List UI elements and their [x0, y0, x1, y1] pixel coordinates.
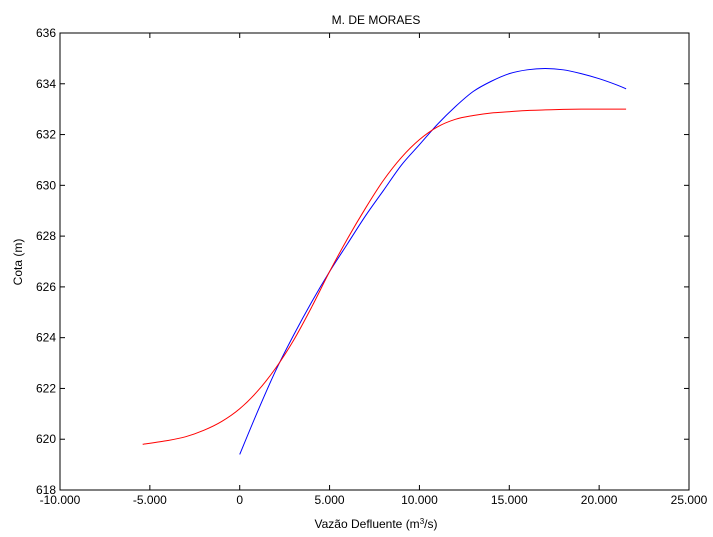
x-tick-label: 20.000 [581, 493, 618, 507]
series-line-2 [142, 108, 627, 445]
x-tick-label: 15.000 [491, 493, 528, 507]
ticks-layer: -10.000 -5.000 0 5.000 10.000 15.000 20.000 25.… [36, 26, 708, 507]
y-tick-label: 622 [36, 381, 56, 395]
plot-area [59, 32, 690, 491]
x-tick-label: -10.000 [40, 493, 81, 507]
chart-title: M. DE MORAES [332, 13, 421, 27]
series-line-1 [239, 68, 627, 455]
y-tick-label: 634 [36, 77, 56, 91]
x-tick-label: -5.000 [133, 493, 167, 507]
x-tick-label: 10.000 [401, 493, 438, 507]
y-tick-label: 630 [36, 178, 56, 192]
axes-frame [59, 32, 690, 491]
y-tick-label: 628 [36, 229, 56, 243]
y-tick-label: 636 [36, 26, 56, 40]
y-tick-label: 624 [36, 331, 56, 345]
y-tick-label: 620 [36, 432, 56, 446]
x-tick-label: 25.000 [671, 493, 708, 507]
series-layer [142, 68, 627, 455]
y-tick-label: 632 [36, 128, 56, 142]
x-tick-label: 5.000 [315, 493, 345, 507]
y-tick-label: 618 [36, 483, 56, 497]
y-axis-label: Cota (m) [11, 239, 25, 286]
y-tick-label: 626 [36, 280, 56, 294]
x-axis-label: Vazão Defluente (m3/s) [315, 517, 438, 532]
x-axis-label-superscript: 3 [420, 517, 425, 526]
x-axis-label-suffix: /s) [424, 517, 437, 531]
x-axis-label-prefix: Vazão Defluente (m [315, 517, 420, 531]
x-tick-label: 0 [236, 493, 243, 507]
